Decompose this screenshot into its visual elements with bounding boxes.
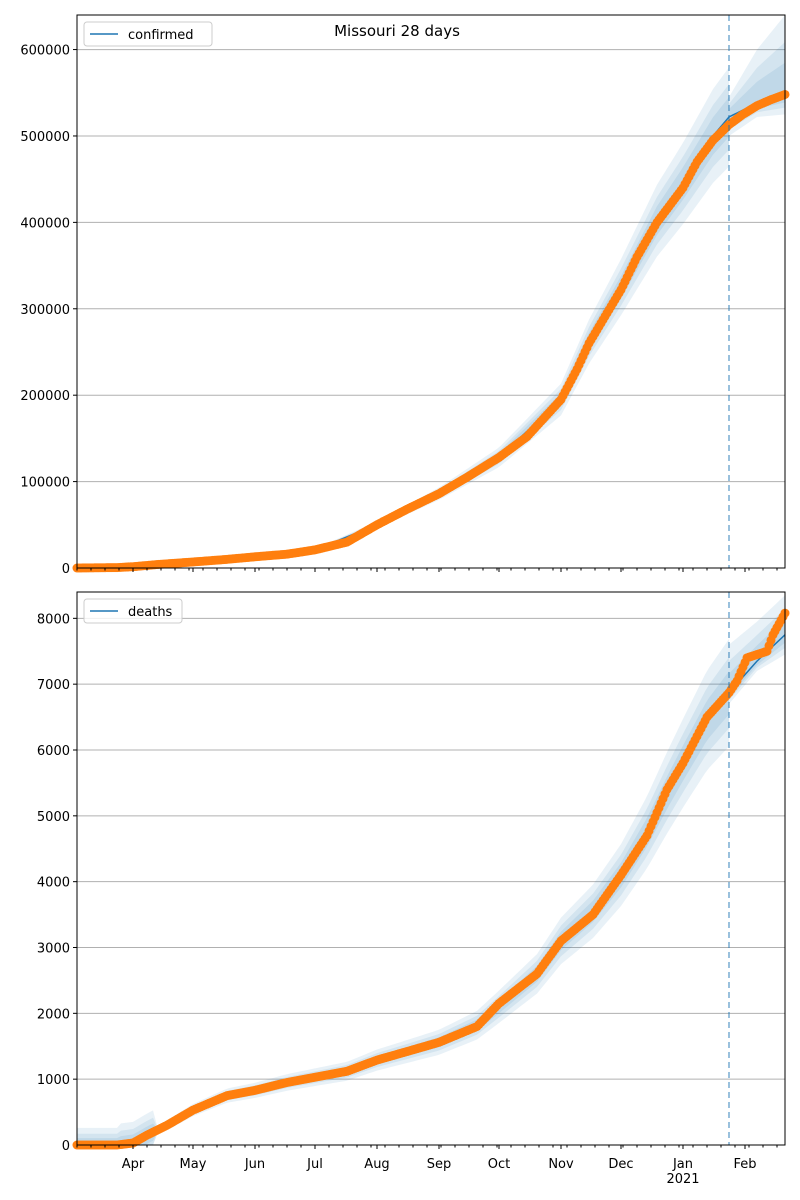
y-tick-label: 500000 xyxy=(20,130,70,145)
confidence-band xyxy=(77,639,729,1145)
axes-frame xyxy=(76,591,786,1146)
model-line xyxy=(77,634,786,1146)
chart-title: Missouri 28 days xyxy=(334,22,460,40)
y-tick-label: 5000 xyxy=(37,810,70,825)
confidence-band xyxy=(77,671,729,1145)
x-tick-label: May xyxy=(180,1157,207,1172)
y-tick-label: 3000 xyxy=(37,942,70,957)
confidence-band xyxy=(77,657,729,1145)
legend-label: deaths xyxy=(128,605,173,620)
legend-box xyxy=(83,598,183,624)
confidence-band xyxy=(77,67,729,568)
x-tick-label: Feb xyxy=(733,1157,756,1172)
legend: deaths xyxy=(83,598,183,624)
y-tick-label: 400000 xyxy=(20,216,70,231)
y-tick-label: 8000 xyxy=(37,612,70,627)
x-tick-label: Jan xyxy=(672,1157,693,1172)
y-tick-label: 4000 xyxy=(37,876,70,891)
x-tick-label: 2021 xyxy=(666,1172,699,1187)
y-tick-label: 100000 xyxy=(20,476,70,491)
x-tick-label: Jun xyxy=(244,1157,265,1172)
legend: confirmed xyxy=(83,21,213,47)
x-tick-label: Jul xyxy=(306,1157,323,1172)
x-tick-label: Nov xyxy=(548,1157,574,1172)
y-tick-label: 200000 xyxy=(20,389,70,404)
x-tick-label: Oct xyxy=(488,1157,510,1172)
x-tick-label: Dec xyxy=(608,1157,633,1172)
x-tick-label: Aug xyxy=(364,1157,389,1172)
y-tick-label: 6000 xyxy=(37,744,70,759)
panel-deaths: 0 1000 2000 3000 4000 5000 6000 7000 8000 Apr May J… xyxy=(37,591,790,1187)
y-tick-label: 0 xyxy=(62,562,70,577)
confidence-band xyxy=(77,97,729,568)
y-tick-label: 0 xyxy=(62,1139,70,1154)
x-tick-label: Sep xyxy=(427,1157,452,1172)
panel-confirmed: 0 100000 200000 300000 400000 500000 600000 con… xyxy=(20,14,790,577)
forecast-band xyxy=(729,62,785,125)
y-tick-label: 1000 xyxy=(37,1073,70,1088)
y-tick-label: 2000 xyxy=(37,1007,70,1022)
y-tick-label: 7000 xyxy=(37,678,70,693)
y-tick-label: 300000 xyxy=(20,303,70,318)
legend-label: confirmed xyxy=(128,28,194,43)
forecast-band xyxy=(729,42,785,130)
legend-box xyxy=(83,21,213,47)
forecast-band xyxy=(729,15,785,136)
confidence-band xyxy=(77,84,729,568)
axes-frame xyxy=(76,14,786,569)
y-tick-label: 600000 xyxy=(20,44,70,59)
x-tick-label: Apr xyxy=(122,1157,145,1172)
